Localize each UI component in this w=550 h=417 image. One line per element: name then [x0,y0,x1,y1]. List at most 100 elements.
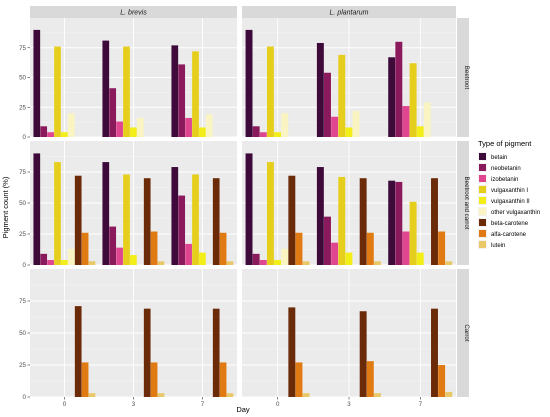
bar [192,174,199,265]
y-tick-label: 75 [19,298,26,305]
row-strip [457,141,469,265]
bar [388,57,396,137]
bar [402,106,410,137]
legend-label: alfa-carotene [491,232,527,238]
bar [316,167,324,265]
y-tick-label: 50 [19,200,26,207]
bar [324,72,331,137]
bar [302,393,310,397]
bar [431,178,438,265]
bar [157,261,165,265]
bar [438,365,446,397]
bar [81,362,89,397]
bar [116,247,123,265]
bar [274,260,282,265]
x-axis-title: Day [236,405,250,414]
facet-panel [242,269,456,398]
facet-panel [242,18,456,138]
legend-key [479,186,486,193]
column-strip-label: L. plantarum [330,10,369,17]
bar [338,176,346,265]
bar [316,42,324,137]
bar [171,45,179,138]
y-tick-label: 25 [19,104,26,111]
bar [67,248,75,265]
bar [192,51,199,137]
bar [109,88,117,137]
legend-label: vulgaxanthin I [491,188,528,194]
facet-panel [242,141,456,266]
bar [67,113,75,137]
bar [143,178,151,265]
bar [245,29,253,137]
legend-key [479,230,486,237]
bar [359,311,367,397]
bar [416,126,424,137]
row-strip-label: Carrot [463,324,470,341]
legend-key [479,197,486,204]
bar [178,64,186,137]
bar [130,127,137,137]
bar [409,63,417,137]
bar [109,226,117,265]
bar [445,391,453,397]
bar [245,153,253,265]
bar [274,132,282,137]
column-strip [242,6,456,18]
bar [252,126,260,137]
bar [288,175,296,265]
y-tick-label: 50 [19,330,26,337]
bar [345,252,353,265]
bar [219,232,227,265]
bar [295,232,303,265]
legend-key [479,219,486,226]
bar [431,308,438,397]
bar [266,46,274,138]
bar [40,126,48,137]
bar [266,162,274,265]
legend-label: beta-carotene [491,221,529,227]
bar [212,178,220,265]
bar [281,113,289,137]
column-strip-label: L. brevis [120,10,147,17]
bar [199,252,206,265]
bar [185,117,192,137]
bar [136,117,144,137]
bar [74,175,82,265]
facet-panel [30,141,237,266]
bar [130,255,137,265]
legend-key [479,164,486,171]
bar [33,153,41,265]
bar [445,261,453,265]
bar [395,181,403,265]
legend-key [479,208,486,215]
bar [338,54,346,137]
bar [150,231,158,265]
bar [171,167,179,265]
y-tick-label: 0 [23,262,27,269]
legend-label: izobetanin [491,177,518,183]
bar [226,393,234,397]
bar [226,261,234,265]
panels-layer [30,18,456,398]
bar [81,232,89,265]
bar [281,248,289,265]
bar [123,46,130,138]
bar [47,132,54,137]
bar [199,127,206,137]
bar [123,174,130,265]
bar [409,201,417,265]
bar [185,243,192,265]
x-tick-label: 3 [132,401,136,408]
bar [88,393,96,397]
bar [288,307,296,397]
y-tick-label: 0 [23,134,27,141]
bar [54,46,61,138]
bar [295,362,303,397]
bar [102,40,110,137]
axes-layer: 0 25 50 75 0 25 50 75 0 25 50 75 0 3 7 0 3 7 [19,45,422,408]
legend-title: Type of pigment [478,139,532,148]
x-tick-label: 7 [419,401,423,408]
bar [423,102,431,137]
